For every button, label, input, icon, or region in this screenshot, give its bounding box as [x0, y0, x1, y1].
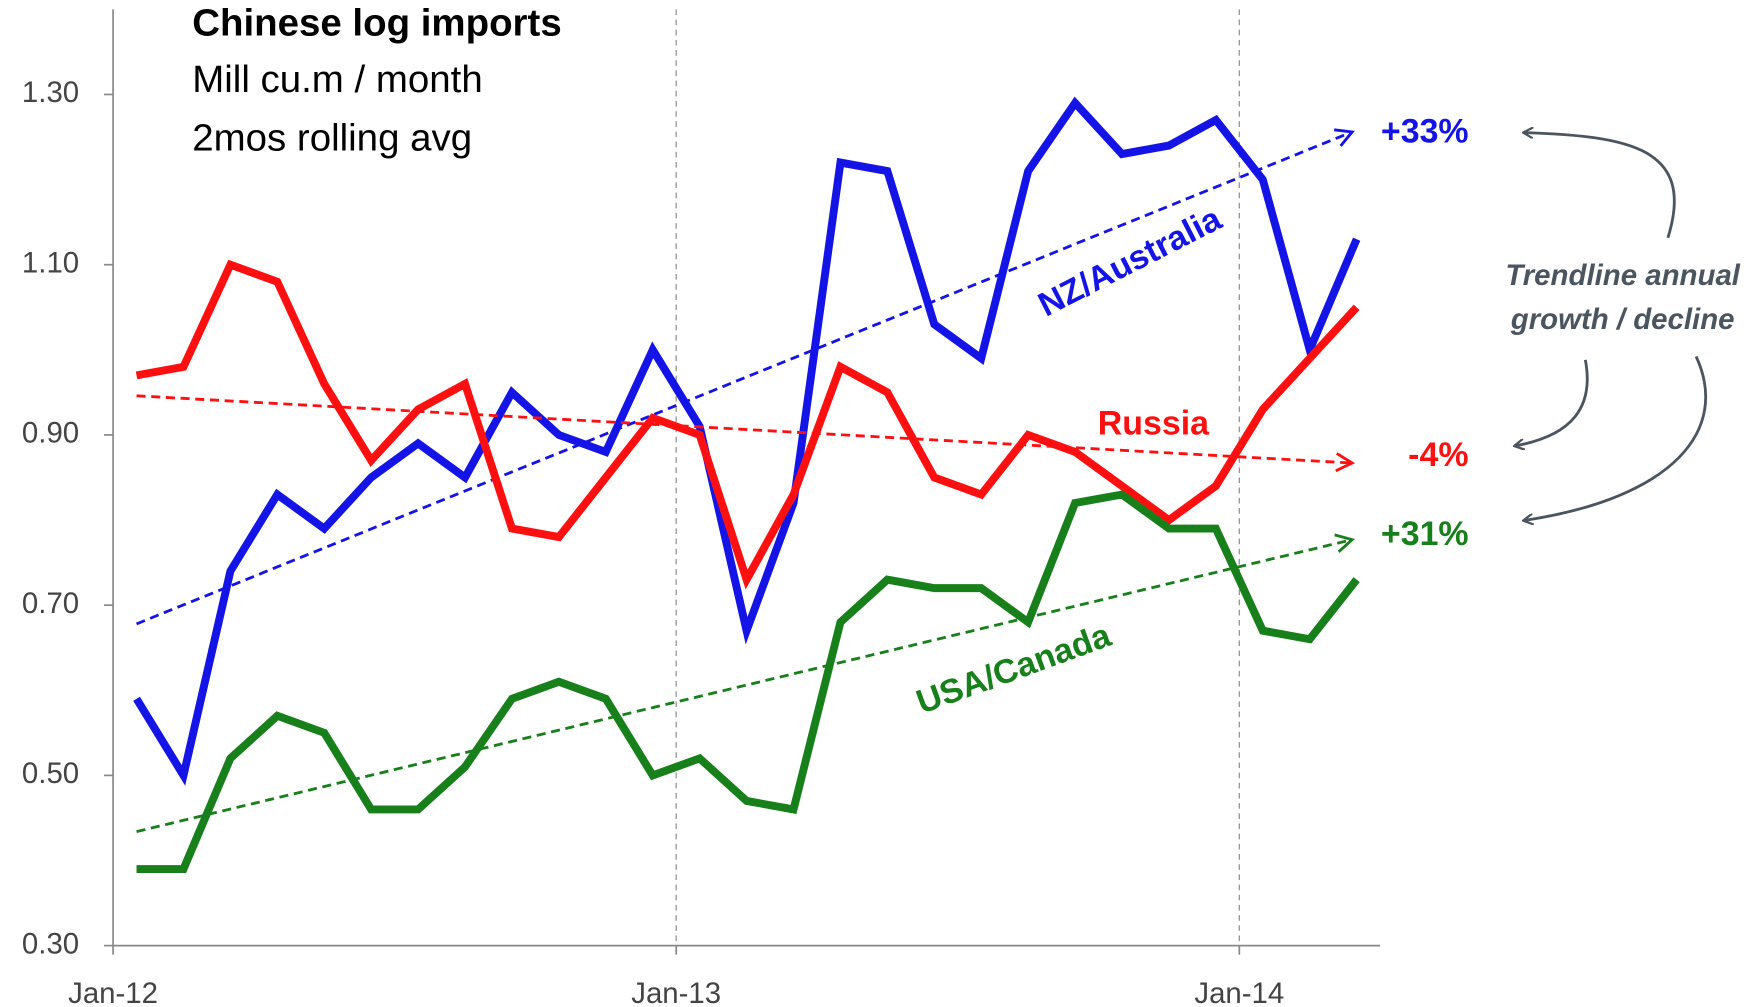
x-tick-label: Jan-14: [1194, 977, 1284, 1007]
annotation-arrows: [1515, 133, 1707, 521]
y-tick-label: 0.90: [22, 417, 79, 450]
trendline: [136, 394, 1353, 465]
y-tick-label: 0.50: [22, 757, 79, 790]
chart-subtitle: Mill cu.m / month: [192, 58, 482, 101]
growth-label: +33%: [1381, 113, 1469, 151]
series-line: [136, 490, 1360, 873]
trend-arrowhead: [1335, 452, 1356, 473]
x-tick-label: Jan-12: [68, 977, 158, 1007]
y-tick-label: 0.70: [22, 587, 79, 620]
growth-label: +31%: [1381, 515, 1469, 553]
growth-label: -4%: [1408, 436, 1468, 474]
trendline: [136, 130, 1353, 626]
series-label: NZ/Australia: [1032, 199, 1228, 324]
y-tick-label: 1.30: [22, 76, 79, 109]
trend-arrowhead: [1334, 533, 1355, 553]
series-line: [133, 96, 1361, 786]
series-line: [135, 259, 1360, 590]
series-label: Russia: [1098, 404, 1210, 442]
series-label: USA/Canada: [911, 616, 1116, 722]
trendline: [136, 538, 1353, 833]
y-tick-label: 0.30: [22, 927, 79, 960]
trend-arrowhead: [1333, 128, 1355, 147]
annotation: Trendline annual: [1505, 259, 1740, 292]
chart-title: Chinese log imports: [192, 1, 561, 44]
annotation: growth / decline: [1510, 303, 1735, 336]
x-tick-label: Jan-13: [631, 977, 721, 1007]
y-tick-label: 1.10: [22, 246, 79, 279]
chart-subtitle: 2mos rolling avg: [192, 117, 472, 160]
